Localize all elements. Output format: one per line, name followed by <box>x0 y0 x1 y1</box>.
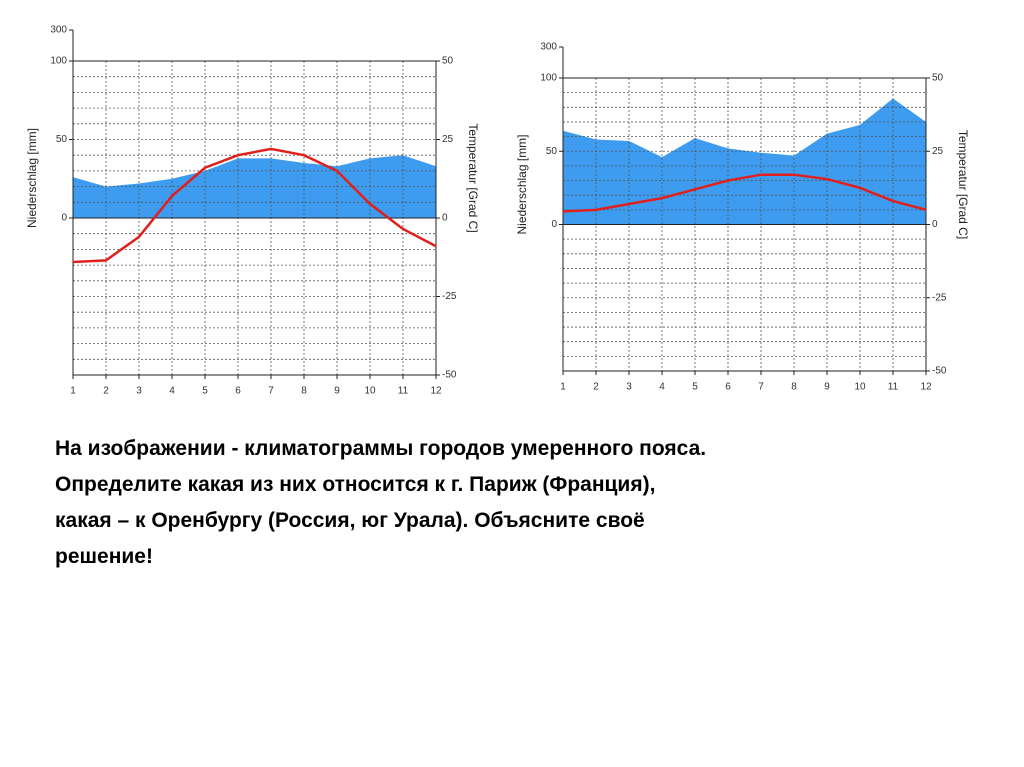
x-tick-label: 7 <box>758 382 764 393</box>
x-tick-label: 4 <box>169 386 175 397</box>
x-tick-label: 3 <box>136 386 142 397</box>
y2-tick-label: -50 <box>442 370 457 381</box>
x-tick-label: 10 <box>364 386 376 397</box>
y-axis-label: Niederschlag [mm] <box>515 134 529 234</box>
caption-line: На изображении - климатограммы городов у… <box>55 437 706 460</box>
y2-tick-label: -50 <box>932 366 947 377</box>
x-tick-label: 1 <box>70 386 76 397</box>
x-tick-label: 2 <box>103 386 109 397</box>
y-tick-label: 300 <box>540 42 557 53</box>
temperature-line <box>562 173 927 213</box>
x-tick-label: 11 <box>888 382 899 393</box>
y2-tick-label: 25 <box>932 146 944 157</box>
y-tick-label: 50 <box>546 146 558 157</box>
y2-axis-label: Temperatur [Grad C] <box>956 130 970 239</box>
x-tick-label: 10 <box>854 382 866 393</box>
x-tick-label: 9 <box>824 382 830 393</box>
x-tick-label: 12 <box>430 386 442 397</box>
y-tick-label: 100 <box>50 56 67 67</box>
x-tick-label: 5 <box>202 386 208 397</box>
x-tick-label: 6 <box>725 382 731 393</box>
x-tick-label: 9 <box>334 386 340 397</box>
caption-line: Определите какая из них относится к г. П… <box>55 473 655 496</box>
x-tick-label: 7 <box>268 386 274 397</box>
caption-line: какая – к Оренбургу (Россия, юг Урала). … <box>55 509 645 532</box>
y-tick-label: 0 <box>61 213 67 224</box>
x-tick-label: 8 <box>301 386 307 397</box>
y-tick-label: 50 <box>56 134 68 145</box>
y2-tick-label: -25 <box>442 291 457 302</box>
y2-tick-label: 25 <box>442 134 454 145</box>
x-tick-label: 4 <box>659 382 665 393</box>
y2-tick-label: 50 <box>932 73 944 84</box>
caption-line: решение! <box>55 545 153 568</box>
x-tick-label: 1 <box>560 382 566 393</box>
y-tick-label: 0 <box>551 219 557 230</box>
x-tick-label: 5 <box>692 382 698 393</box>
y2-tick-label: -25 <box>932 292 947 303</box>
precipitation-area <box>563 98 926 225</box>
y-tick-label: 300 <box>50 25 67 36</box>
y-axis-label: Niederschlag [mm] <box>25 128 39 228</box>
y2-tick-label: 0 <box>932 219 938 230</box>
x-tick-label: 11 <box>398 386 409 397</box>
y2-tick-label: 0 <box>442 213 448 224</box>
y2-tick-label: 50 <box>442 56 454 67</box>
x-tick-label: 2 <box>593 382 599 393</box>
x-tick-label: 3 <box>626 382 632 393</box>
y2-axis-label: Temperatur [Grad C] <box>466 123 480 232</box>
x-tick-label: 12 <box>920 382 932 393</box>
temperature-line <box>72 147 437 264</box>
x-tick-label: 6 <box>235 386 241 397</box>
x-tick-label: 8 <box>791 382 797 393</box>
y-tick-label: 100 <box>540 73 557 84</box>
